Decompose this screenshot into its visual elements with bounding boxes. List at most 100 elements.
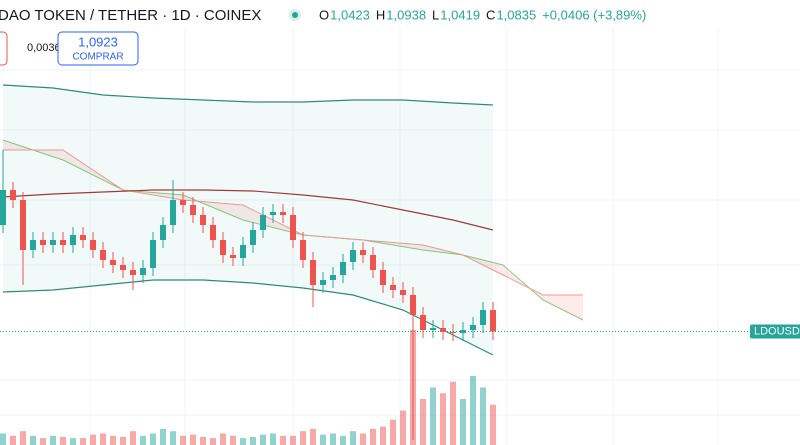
volume-bar xyxy=(240,438,246,445)
volume-bar xyxy=(380,426,386,445)
volume-bar xyxy=(280,435,286,445)
candle-body xyxy=(0,190,6,225)
volume-bar xyxy=(30,435,36,445)
candle-body xyxy=(450,332,456,333)
volume-bar xyxy=(210,438,216,445)
volume-bar xyxy=(310,428,316,445)
volume-bar xyxy=(480,387,486,445)
volume-bar xyxy=(260,434,266,445)
volume-bar xyxy=(330,433,336,445)
candle-body xyxy=(50,240,56,245)
buy-button[interactable] xyxy=(57,31,139,66)
ohlc-key: O xyxy=(319,7,329,22)
candle-body xyxy=(340,262,346,275)
volume-bar xyxy=(60,436,66,445)
candle-body xyxy=(360,250,366,255)
ohlc-key: L xyxy=(432,7,439,22)
volume-bar xyxy=(270,433,276,445)
volume-bar xyxy=(100,433,106,445)
volume-bar xyxy=(200,436,206,445)
ohlc-value: 1,0423 xyxy=(330,7,370,22)
candle-body xyxy=(160,225,166,240)
candle-body xyxy=(140,268,146,275)
candle-body xyxy=(260,215,266,230)
cloud-span-b xyxy=(3,149,583,296)
buy-label: COMPRAR xyxy=(72,52,123,63)
volume-bar xyxy=(340,435,346,445)
candle-body xyxy=(290,215,296,240)
candle-body xyxy=(420,315,426,330)
change: +0,0406 (+3,89%) xyxy=(542,7,646,22)
candle-body xyxy=(90,240,96,250)
band-ma xyxy=(2,189,494,231)
candle-body xyxy=(380,270,386,285)
ohlc: O 1,0423 H 1,0938 L 1,0419 C 1,0835 xyxy=(319,7,536,22)
volume-bar xyxy=(50,435,56,445)
volume-bar xyxy=(400,410,406,445)
volume-bar xyxy=(230,435,236,445)
candle-body xyxy=(430,328,436,330)
candle-body xyxy=(80,235,86,240)
candle-body xyxy=(410,295,416,315)
candle-body xyxy=(480,310,486,325)
candle-body xyxy=(130,270,136,275)
candle-body xyxy=(250,230,256,245)
candle-body xyxy=(440,328,446,332)
candle-body xyxy=(10,190,16,200)
candle-body xyxy=(270,212,276,215)
volume-bar xyxy=(290,435,296,445)
volume-bar xyxy=(160,428,166,445)
volume-bar xyxy=(490,404,496,445)
volume-bar xyxy=(450,381,456,445)
candle-body xyxy=(330,275,336,280)
candle-body xyxy=(210,225,216,240)
sell-button[interactable] xyxy=(0,31,8,66)
spread: 0,0036 xyxy=(27,42,61,54)
volume-bar xyxy=(130,431,136,445)
candle-body xyxy=(40,240,46,245)
volume-bar xyxy=(350,431,356,445)
volume-bar xyxy=(320,434,326,445)
candle-body xyxy=(300,240,306,260)
candle-body xyxy=(280,212,286,215)
volume-bar xyxy=(470,376,476,445)
candle-body xyxy=(170,200,176,225)
candle-body xyxy=(220,240,226,255)
header: DAO TOKEN / TETHER · 1D · COINEX O 1,0423… xyxy=(0,0,800,28)
candle-body xyxy=(490,310,496,332)
candle-body xyxy=(230,255,236,258)
band-upper xyxy=(2,84,494,106)
ohlc-value: 1,0938 xyxy=(386,7,426,22)
header-bg xyxy=(0,0,800,28)
volume-bar xyxy=(460,399,466,445)
candle-body xyxy=(470,325,476,330)
volume-bar xyxy=(220,433,226,445)
candle-body xyxy=(240,245,246,258)
candle-body xyxy=(150,240,156,268)
volume-bar xyxy=(140,435,146,445)
volume-bar xyxy=(120,436,126,445)
volume-bar xyxy=(70,438,76,445)
ohlc-value: 1,0835 xyxy=(496,7,536,22)
candle-body xyxy=(390,285,396,290)
volume-bar xyxy=(430,387,436,445)
buy-price: 1,0923 xyxy=(78,34,118,49)
volume-bar xyxy=(110,435,116,445)
candle-body xyxy=(180,200,186,205)
candle-body xyxy=(110,260,116,265)
ohlc-value: 1,0419 xyxy=(440,7,480,22)
symbol-label: LDOUSD xyxy=(754,325,800,337)
ohlc-key: H xyxy=(376,7,385,22)
band-fill xyxy=(3,85,493,355)
volume-bar xyxy=(300,431,306,445)
volume-bar xyxy=(150,433,156,445)
ohlc-key: C xyxy=(486,7,495,22)
candle-body xyxy=(100,250,106,260)
candle-body xyxy=(320,280,326,285)
volume-bar xyxy=(190,434,196,445)
candle-body xyxy=(350,250,356,262)
candle-body xyxy=(60,240,66,245)
candle-body xyxy=(370,255,376,270)
candle-body xyxy=(400,290,406,295)
